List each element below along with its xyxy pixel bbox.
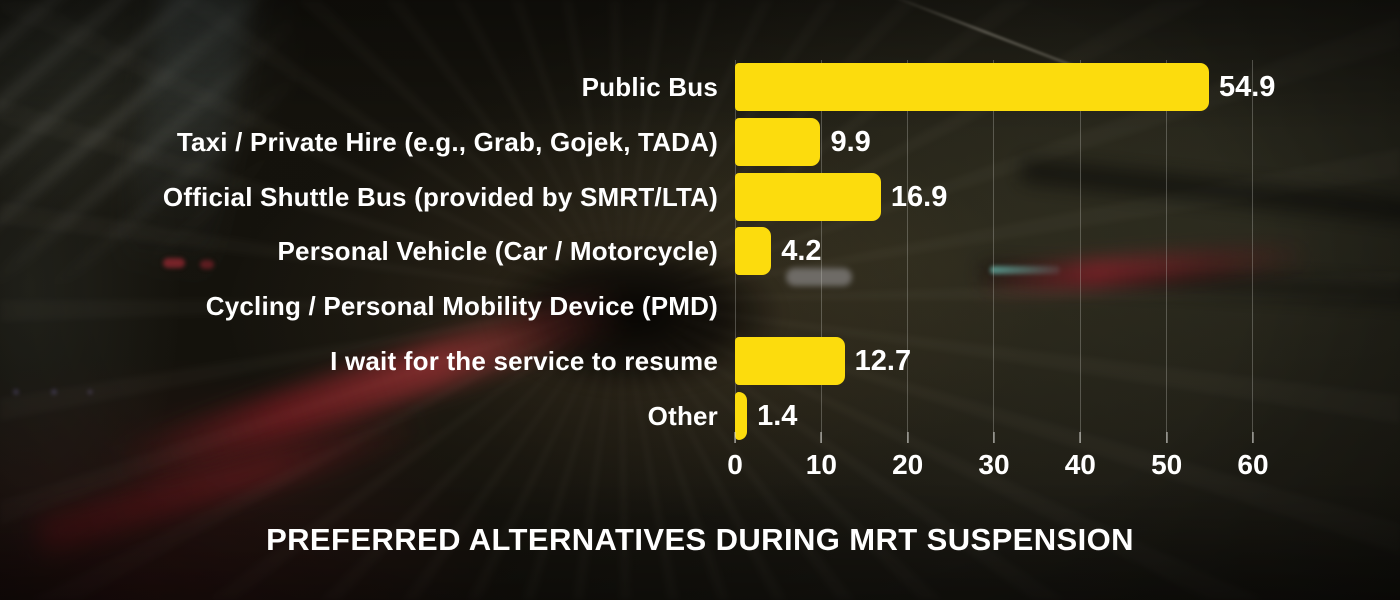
x-axis-tick-label: 40 xyxy=(1064,449,1096,480)
category-label: Public Bus xyxy=(581,72,718,102)
value-label: 12.7 xyxy=(854,345,912,378)
category-label: Official Shuttle Bus (provided by SMRT/L… xyxy=(162,181,718,212)
gridline xyxy=(1079,60,1081,443)
bar-row: Official Shuttle Bus (provided by SMRT/L… xyxy=(0,172,1400,221)
x-axis-tick-label: 0 xyxy=(727,449,743,480)
gridline xyxy=(1252,60,1254,443)
bar-row: Personal Vehicle (Car / Motorcycle) 4.2 xyxy=(0,227,1400,276)
chart-title: PREFERRED ALTERNATIVES DURING MRT SUSPEN… xyxy=(266,522,1134,557)
bar xyxy=(735,391,748,440)
x-axis-tick xyxy=(1251,432,1254,443)
category-label: I wait for the service to resume xyxy=(330,346,718,377)
category-label: Cycling / Personal Mobility Device (PMD) xyxy=(205,291,718,322)
gridline xyxy=(907,60,909,443)
bar-row: Cycling / Personal Mobility Device (PMD) xyxy=(0,282,1400,330)
x-axis-tick xyxy=(906,432,909,443)
bar xyxy=(735,117,821,166)
bar-row: Other 1.4 xyxy=(0,391,1400,440)
gridline xyxy=(1166,60,1168,443)
value-label: 9.9 xyxy=(830,125,871,158)
value-label: 16.9 xyxy=(890,180,948,213)
x-axis-tick xyxy=(992,432,995,443)
category-label: Taxi / Private Hire (e.g., Grab, Gojek, … xyxy=(176,126,718,157)
x-axis-tick xyxy=(820,432,823,443)
value-label: 1.4 xyxy=(757,399,798,432)
category-label: Other xyxy=(647,400,718,431)
bar-row: Public Bus 54.9 xyxy=(0,63,1400,111)
category-label: Personal Vehicle (Car / Motorcycle) xyxy=(277,236,718,267)
x-axis-tick-label: 20 xyxy=(892,449,924,480)
gridline xyxy=(993,60,995,443)
value-label: 54.9 xyxy=(1218,71,1276,103)
x-axis-tick-label: 30 xyxy=(978,449,1010,480)
gridline xyxy=(820,60,822,443)
x-axis-tick xyxy=(1079,432,1082,443)
x-axis-tick xyxy=(1165,432,1168,443)
x-axis-tick-label: 60 xyxy=(1237,449,1269,480)
bar xyxy=(735,337,845,386)
x-axis-tick-label: 10 xyxy=(805,449,837,480)
bar xyxy=(735,63,1209,111)
x-axis-tick-label: 50 xyxy=(1151,449,1183,480)
bar xyxy=(735,172,881,221)
x-axis-tick xyxy=(734,432,736,443)
value-label: 4.2 xyxy=(781,235,822,268)
bar xyxy=(735,227,772,276)
bar-row: Taxi / Private Hire (e.g., Grab, Gojek, … xyxy=(0,117,1400,166)
bar-row: I wait for the service to resume 12.7 xyxy=(0,337,1400,386)
